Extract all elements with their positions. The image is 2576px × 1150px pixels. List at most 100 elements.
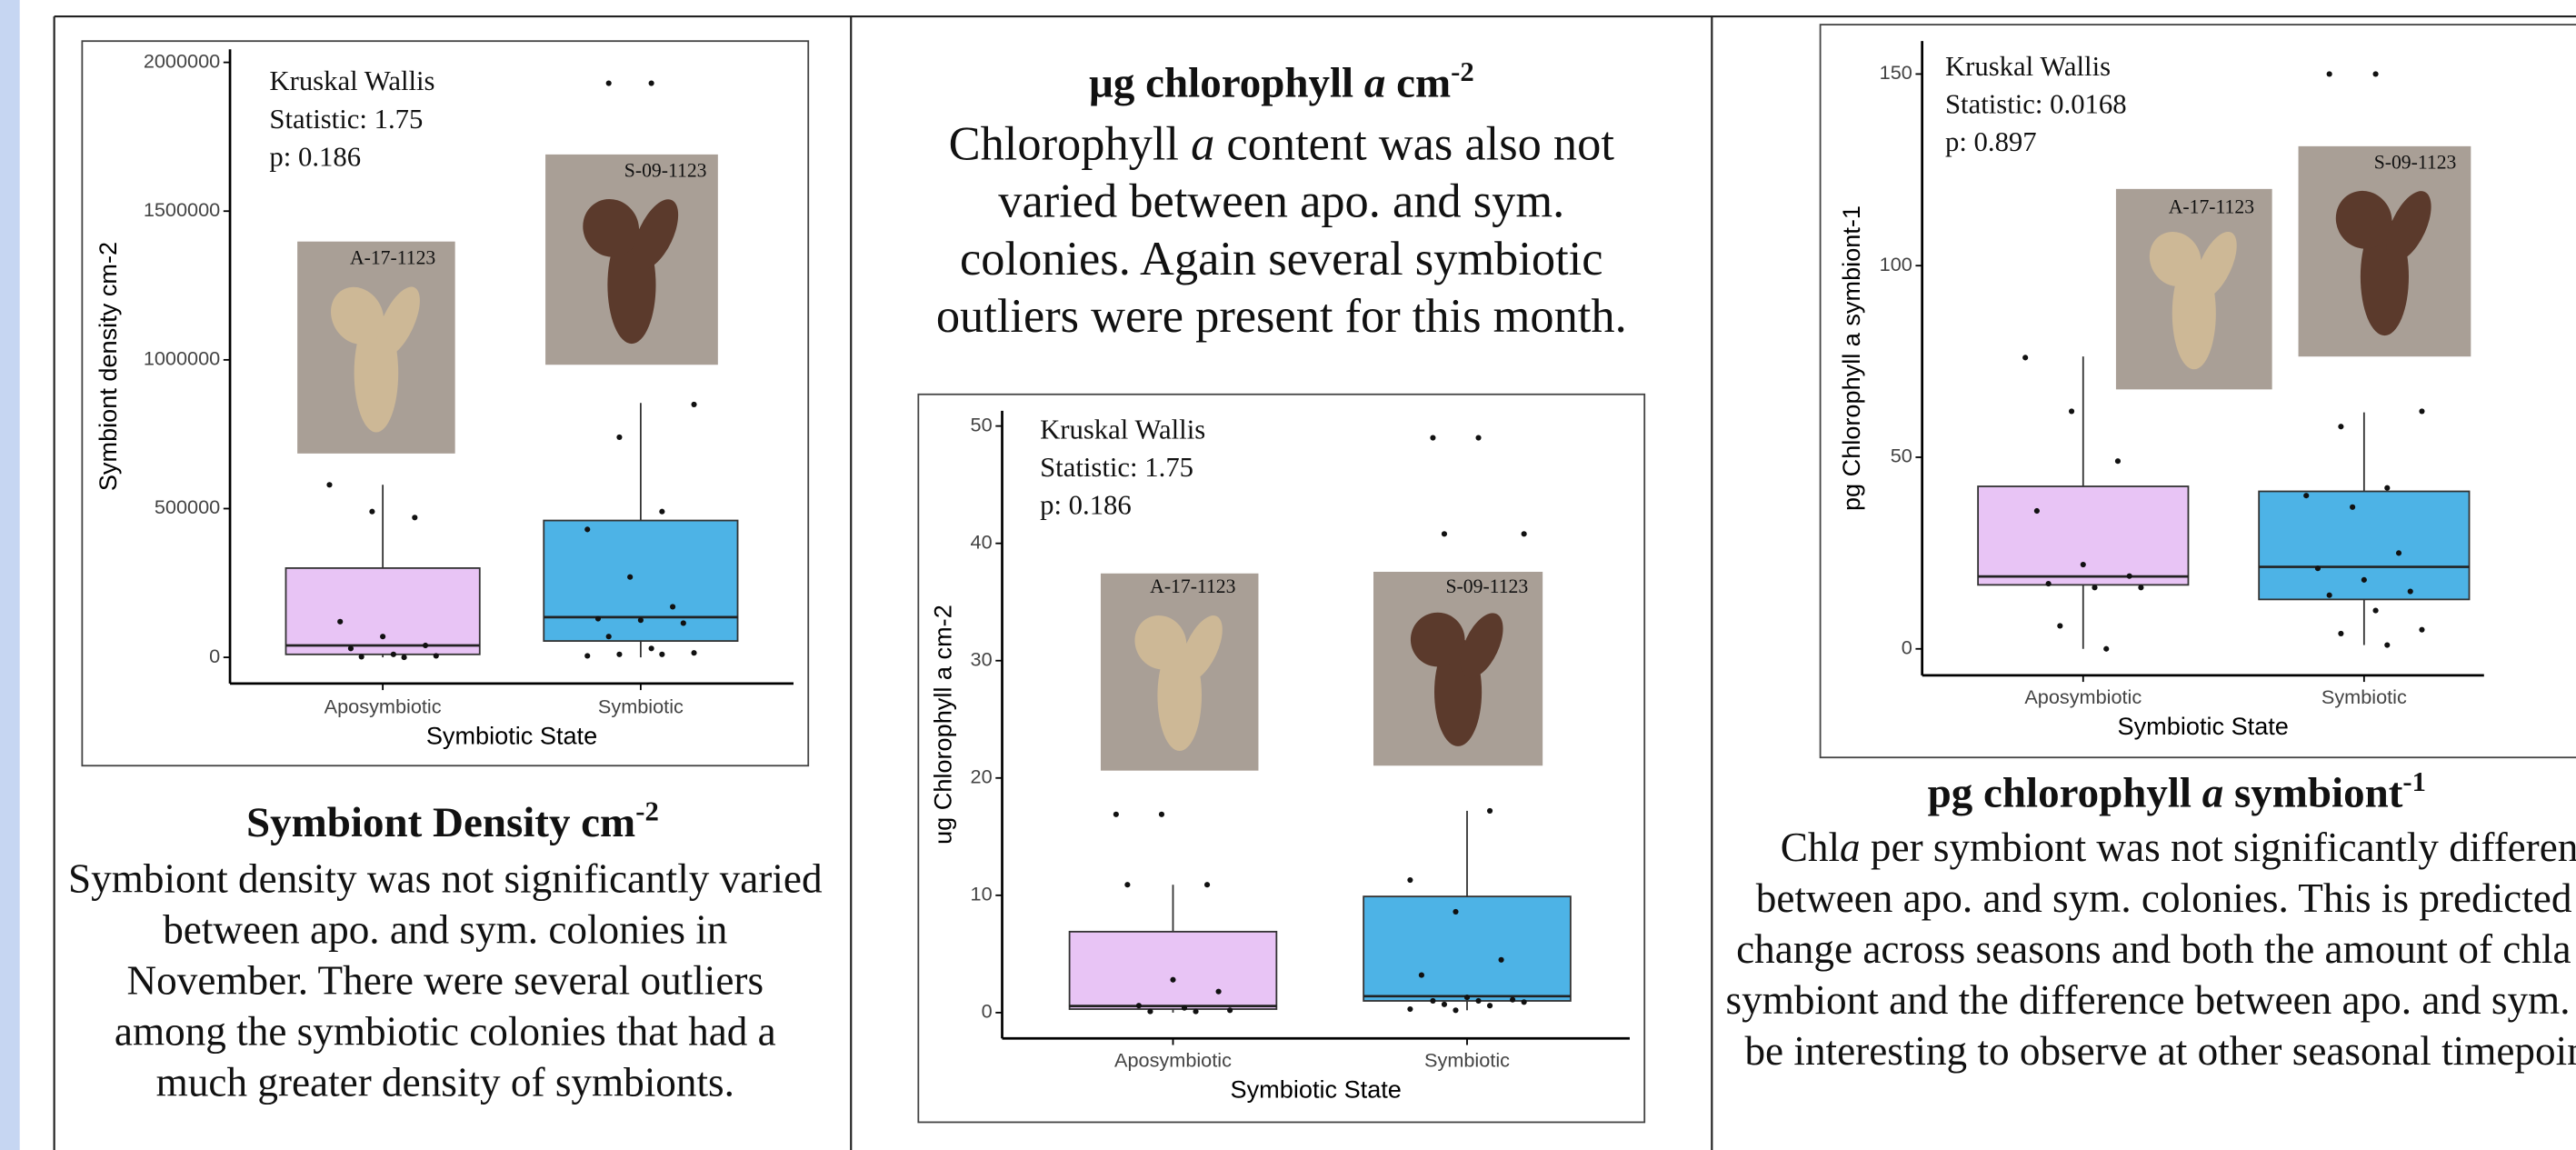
panel-body: Chlorophyll a content was also not varie… [917, 116, 1646, 346]
x-axis-title: Symbiotic State [426, 722, 597, 750]
y-tick-label: 50 [1891, 445, 1912, 467]
data-point [1136, 1003, 1142, 1008]
stat-annotation: Statistic: 1.75 [1040, 452, 1193, 483]
data-point [2361, 577, 2367, 583]
data-point [1227, 1007, 1233, 1013]
data-point [1442, 531, 1447, 536]
x-axis-title: Symbiotic State [1231, 1075, 1402, 1103]
panel-body: Symbiont density was not significantly v… [67, 855, 823, 1109]
data-point [649, 80, 654, 85]
data-point [659, 509, 664, 515]
data-point [1442, 1002, 1447, 1007]
data-point [1407, 1006, 1413, 1012]
box [1978, 486, 2188, 585]
heading-text: cm [1385, 59, 1451, 106]
data-point [616, 435, 622, 440]
data-point [606, 80, 612, 85]
data-point [2115, 458, 2121, 464]
data-point [2373, 608, 2379, 614]
data-point [2081, 562, 2086, 567]
y-tick-label: 40 [971, 530, 993, 553]
photo-label: S-09-1123 [1446, 575, 1529, 597]
photo-label: S-09-1123 [624, 160, 707, 182]
data-point [391, 652, 396, 657]
box [2259, 491, 2469, 599]
box [1363, 896, 1571, 1001]
photo-label: A-17-1123 [350, 247, 435, 269]
data-point [2034, 508, 2040, 514]
data-point [2373, 71, 2379, 76]
data-point [1419, 973, 1424, 978]
y-tick-label: 0 [1902, 635, 1912, 658]
data-point [380, 634, 385, 639]
x-tick-label: Aposymbiotic [2024, 685, 2142, 708]
data-point [434, 653, 439, 658]
data-point [1522, 999, 1527, 1005]
photo-label: A-17-1123 [2169, 196, 2254, 218]
chart-frame [1821, 25, 2576, 757]
body-italic: a [1840, 826, 1861, 871]
heading-text: pg chlorophyll [1928, 769, 2202, 816]
data-point [691, 402, 696, 407]
heading-text: symbiont [2223, 769, 2402, 816]
data-point [2103, 646, 2109, 652]
y-tick-label: 150 [1880, 61, 1912, 84]
data-point [1113, 812, 1119, 817]
data-point [627, 575, 633, 580]
data-point [2396, 550, 2401, 555]
box [1070, 932, 1277, 1009]
data-point [1430, 435, 1435, 440]
data-point [326, 482, 332, 487]
body-italic: a [1191, 118, 1214, 171]
y-axis-title: Symbiont density cm-2 [94, 242, 122, 491]
panel-heading: pg chlorophyll a symbiont-1 [1782, 769, 2571, 818]
stat-annotation: Kruskal Wallis [269, 65, 434, 96]
data-point [2338, 424, 2343, 429]
data-point [691, 650, 696, 655]
stat-annotation: p: 0.186 [269, 141, 361, 172]
data-point [681, 620, 686, 625]
heading-text: µg chlorophyll [1089, 59, 1364, 106]
data-point [1182, 1005, 1187, 1011]
page: A-17-1123S-09-11230500000100000015000002… [0, 0, 2576, 1149]
data-point [2327, 71, 2332, 76]
data-point [595, 615, 601, 621]
data-point [2338, 631, 2343, 636]
heading-exponent: -2 [1451, 56, 1474, 87]
data-point [1159, 812, 1164, 817]
data-point [2127, 574, 2132, 579]
panel-heading: µg chlorophyll a cm-2 [887, 59, 1676, 108]
data-point [2022, 355, 2028, 360]
data-point [2138, 585, 2143, 590]
data-point [1407, 877, 1413, 883]
body-text: Chl [1781, 826, 1840, 871]
data-point [337, 619, 343, 625]
stat-annotation: p: 0.186 [1040, 490, 1132, 521]
stat-annotation: Kruskal Wallis [1040, 414, 1205, 445]
data-point [1487, 808, 1493, 814]
data-point [1453, 909, 1458, 915]
data-point [1475, 435, 1481, 440]
data-point [359, 654, 364, 659]
body-text: Symbiont density was not significantly v… [68, 857, 823, 1105]
data-point [2057, 623, 2062, 628]
data-point [1170, 977, 1175, 983]
heading-exponent: -1 [2402, 766, 2426, 797]
y-tick-label: 500000 [155, 495, 220, 518]
box-chart: A-17-1123S-09-11230500000100000015000002… [82, 41, 808, 765]
box [285, 568, 479, 655]
data-point [1464, 995, 1470, 1000]
heading-exponent: -2 [635, 795, 659, 826]
y-tick-label: 1500000 [144, 198, 220, 221]
data-point [1487, 1003, 1493, 1008]
panel-heading: Symbiont Density cm-2 [55, 798, 852, 847]
data-point [649, 645, 654, 651]
data-point [2419, 627, 2424, 633]
y-tick-label: 30 [971, 647, 993, 670]
data-point [402, 655, 407, 660]
data-point [2046, 581, 2052, 586]
stat-annotation: Statistic: 1.75 [269, 104, 423, 135]
data-point [412, 515, 417, 520]
data-point [670, 604, 675, 609]
data-point [2384, 485, 2390, 491]
